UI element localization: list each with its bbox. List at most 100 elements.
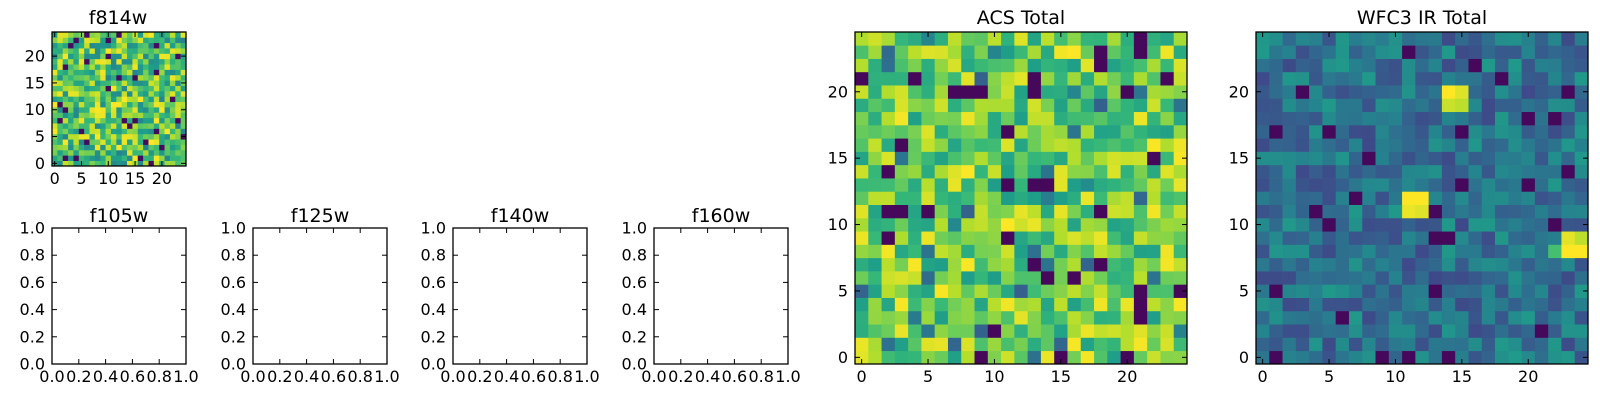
heatmap-cell xyxy=(137,90,144,97)
heatmap-cell xyxy=(105,149,112,156)
heatmap-cell xyxy=(164,42,171,49)
heatmap-cell xyxy=(921,164,936,179)
heatmap-cell xyxy=(1282,231,1297,245)
heatmap-cell xyxy=(1521,297,1536,312)
heatmap-cell xyxy=(1495,32,1509,46)
heatmap-cell xyxy=(159,74,165,81)
heatmap-cell xyxy=(881,178,896,192)
heatmap-cell xyxy=(1120,337,1135,352)
heatmap-cell xyxy=(89,101,96,108)
heatmap-cell xyxy=(1441,217,1456,232)
heatmap-cell xyxy=(1040,271,1055,285)
heatmap-cell xyxy=(137,80,144,86)
heatmap-cell xyxy=(1120,284,1135,298)
heatmap-cell xyxy=(68,64,74,70)
heatmap-cell xyxy=(1495,98,1509,113)
heatmap-cell xyxy=(105,117,112,124)
heatmap-cell xyxy=(1508,178,1522,192)
heatmap-cell xyxy=(1054,204,1068,219)
heatmap-cell xyxy=(894,284,909,298)
heatmap-cell xyxy=(180,58,187,65)
y-tick-label: 0.2 xyxy=(622,327,647,346)
heatmap-cell xyxy=(164,149,171,156)
heatmap-cell xyxy=(1309,271,1323,285)
heatmap-cell xyxy=(1040,204,1055,219)
panel-f125w: f125w 0.0 0.2 0.4 0.6 0.8 1.00.00.20.40.60.81… xyxy=(221,205,400,386)
y-tick-label: 0.8 xyxy=(20,246,45,265)
heatmap-cell xyxy=(169,37,176,44)
heatmap-cell xyxy=(1080,71,1095,86)
heatmap-cell xyxy=(1269,138,1283,152)
heatmap-cell xyxy=(1147,231,1161,245)
heatmap-cell xyxy=(1107,350,1121,365)
heatmap-cell xyxy=(1001,204,1015,219)
heatmap-cell xyxy=(164,48,171,54)
heatmap-cell xyxy=(1495,204,1509,219)
heatmap-cell xyxy=(84,80,90,86)
heatmap-cell xyxy=(1014,85,1028,99)
heatmap-cell xyxy=(52,90,58,97)
heatmap-cell xyxy=(1295,58,1310,73)
heatmap-cell xyxy=(987,151,1002,166)
heatmap-cell xyxy=(68,123,74,129)
y-tick-label: 0.6 xyxy=(221,273,246,292)
heatmap-cell xyxy=(175,64,181,70)
heatmap-cell xyxy=(1173,231,1188,245)
heatmap-cell xyxy=(1521,32,1536,46)
heatmap-cell xyxy=(1495,85,1509,99)
heatmap-cell xyxy=(961,58,975,73)
heatmap-cell xyxy=(1468,350,1483,365)
heatmap-cell xyxy=(94,37,101,44)
heatmap-cell xyxy=(153,139,160,145)
heatmap-cell xyxy=(1147,324,1161,338)
heatmap-cell xyxy=(1027,244,1042,259)
heatmap-cell xyxy=(908,32,922,46)
heatmap-cell xyxy=(1133,138,1148,152)
heatmap-cell xyxy=(1481,350,1496,365)
heatmap-cell xyxy=(62,48,69,54)
heatmap-cell xyxy=(1322,204,1337,219)
heatmap-cell xyxy=(1455,45,1469,59)
heatmap-cell xyxy=(62,74,69,81)
heatmap-cell xyxy=(1133,85,1148,99)
heatmap-cell xyxy=(921,98,936,113)
y-tick-label: 0 xyxy=(35,154,45,173)
heatmap-cell xyxy=(1027,32,1042,46)
heatmap-cell xyxy=(153,117,160,124)
heatmap-cell xyxy=(1455,32,1469,46)
heatmap-cell xyxy=(110,139,117,145)
y-tick-label: 1.0 xyxy=(20,219,45,238)
heatmap-cell xyxy=(1441,310,1456,325)
heatmap-cell xyxy=(1295,324,1310,338)
heatmap-cell xyxy=(1282,178,1297,192)
heatmap-cell xyxy=(1362,164,1376,179)
heatmap-cell xyxy=(137,69,144,76)
heatmap-cell xyxy=(1388,58,1403,73)
heatmap-cell xyxy=(987,138,1002,152)
heatmap-cell xyxy=(1256,217,1270,232)
heatmap-cell xyxy=(137,101,144,108)
heatmap-cell xyxy=(1001,111,1015,126)
heatmap-cell xyxy=(1080,231,1095,245)
heatmap-cell xyxy=(1309,310,1323,325)
heatmap-cell xyxy=(1107,111,1121,126)
heatmap-cell xyxy=(110,69,117,76)
heatmap-cell xyxy=(73,48,80,54)
acs-total-title: ACS Total xyxy=(977,7,1065,29)
heatmap-cell xyxy=(1561,98,1576,113)
heatmap-cell xyxy=(1027,178,1042,192)
heatmap-cell xyxy=(148,144,155,151)
heatmap-cell xyxy=(1402,58,1416,73)
heatmap-cell xyxy=(1441,71,1456,86)
heatmap-cell xyxy=(1040,138,1055,152)
heatmap-cell xyxy=(1388,71,1403,86)
heatmap-cell xyxy=(1375,164,1390,179)
heatmap-cell xyxy=(908,324,922,338)
heatmap-cell xyxy=(57,90,64,97)
heatmap-cell xyxy=(73,53,80,60)
heatmap-cell xyxy=(881,71,896,86)
heatmap-cell xyxy=(132,69,139,76)
heatmap-cell xyxy=(1548,324,1562,338)
heatmap-cell xyxy=(1173,217,1188,232)
heatmap-cell xyxy=(987,164,1002,179)
